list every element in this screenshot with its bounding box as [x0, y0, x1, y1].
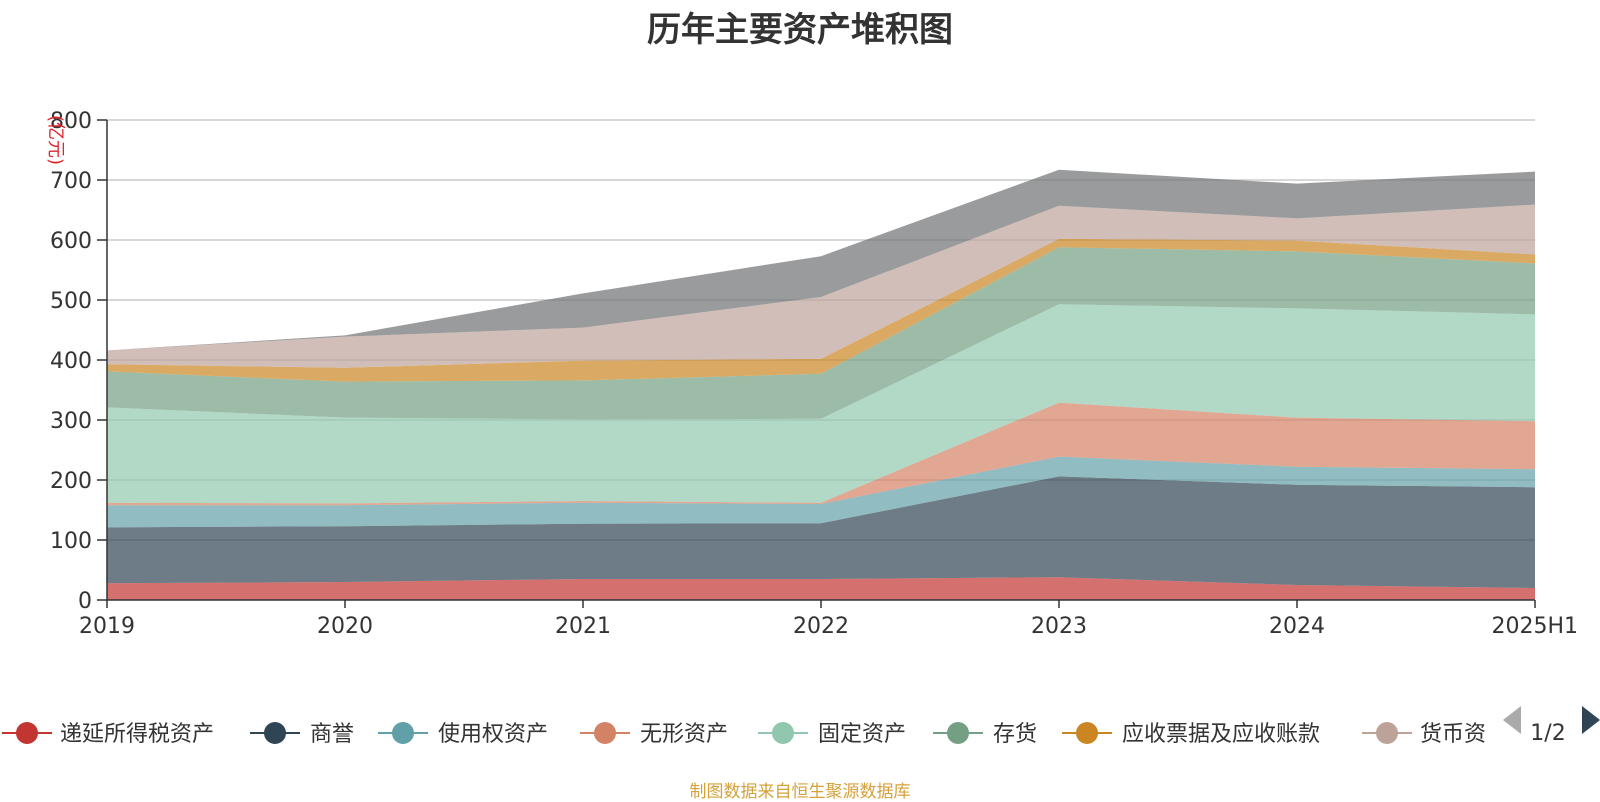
legend-pager: 1/2 — [1503, 706, 1600, 746]
triangle-right-icon[interactable] — [1582, 706, 1600, 734]
legend-label: 递延所得税资产 — [60, 722, 214, 747]
y-tick-label: 800 — [50, 109, 92, 134]
legend-label: 商誉 — [310, 722, 354, 747]
legend-item-7[interactable]: 货币资 — [1362, 722, 1486, 747]
legend-dot-marker — [1376, 722, 1398, 744]
x-tick-label: 2020 — [317, 614, 373, 639]
legend-label: 应收票据及应收账款 — [1122, 722, 1320, 747]
legend-dot-marker — [772, 722, 794, 744]
x-tick-label: 2019 — [79, 614, 135, 639]
data-source-note: 制图数据来自恒生聚源数据库 — [689, 782, 911, 802]
area-series-6 — [107, 238, 1535, 382]
legend-label: 固定资产 — [818, 722, 906, 747]
y-tick-label: 300 — [50, 409, 92, 434]
y-tick-label: 200 — [50, 469, 92, 494]
area-series-5 — [107, 247, 1535, 420]
area-series-7 — [107, 204, 1535, 368]
axes — [97, 119, 1536, 608]
legend-item-2[interactable]: 使用权资产 — [378, 722, 548, 747]
legend-dot-marker — [947, 722, 969, 744]
legend-item-5[interactable]: 存货 — [933, 722, 1037, 747]
legend-item-4[interactable]: 固定资产 — [758, 722, 906, 747]
triangle-left-icon[interactable] — [1503, 706, 1521, 734]
y-tick-label: 100 — [50, 529, 92, 554]
y-tick-labels: 0 100 200 300 400 500 600 700 800 — [50, 109, 92, 614]
legend-dot-marker — [392, 722, 414, 744]
y-tick-label: 500 — [50, 289, 92, 314]
area-series-group — [107, 169, 1535, 600]
x-tick-label: 2023 — [1031, 614, 1087, 639]
x-tick-label: 2025H1 — [1491, 614, 1578, 639]
x-tick-label: 2024 — [1269, 614, 1325, 639]
area-series-4 — [107, 304, 1535, 504]
legend: 递延所得税资产 商誉 使用权资产 无形资产 固定资产 存货 应收票据及应收账款 货币资 — [2, 722, 1486, 747]
legend-dot-marker — [16, 722, 38, 744]
y-tick-label: 700 — [50, 169, 92, 194]
y-axis-unit: (亿元) — [45, 115, 66, 165]
area-series-3 — [107, 402, 1535, 506]
legend-page-indicator: 1/2 — [1530, 721, 1565, 746]
x-tick-label: 2021 — [555, 614, 611, 639]
area-series-2 — [107, 456, 1535, 528]
legend-dot-marker — [594, 722, 616, 744]
legend-item-1[interactable]: 商誉 — [250, 722, 354, 747]
area-series-1 — [107, 476, 1535, 588]
legend-label: 无形资产 — [640, 722, 728, 747]
legend-label: 存货 — [993, 722, 1037, 747]
legend-item-0[interactable]: 递延所得税资产 — [2, 722, 214, 747]
x-tick-label: 2022 — [793, 614, 849, 639]
y-tick-label: 600 — [50, 229, 92, 254]
legend-item-3[interactable]: 无形资产 — [580, 722, 728, 747]
legend-dot-marker — [264, 722, 286, 744]
y-tick-label: 400 — [50, 349, 92, 374]
chart-title: 历年主要资产堆积图 — [647, 10, 953, 50]
area-series-0 — [107, 577, 1535, 600]
legend-dot-marker — [1076, 722, 1098, 744]
legend-label: 使用权资产 — [438, 722, 548, 747]
legend-item-6[interactable]: 应收票据及应收账款 — [1062, 722, 1320, 747]
x-tick-labels: 2019 2020 2021 2022 2023 2024 2025H1 — [79, 614, 1578, 639]
y-tick-label: 0 — [78, 589, 92, 614]
legend-label: 货币资 — [1420, 722, 1486, 747]
area-series-8 — [107, 169, 1535, 351]
